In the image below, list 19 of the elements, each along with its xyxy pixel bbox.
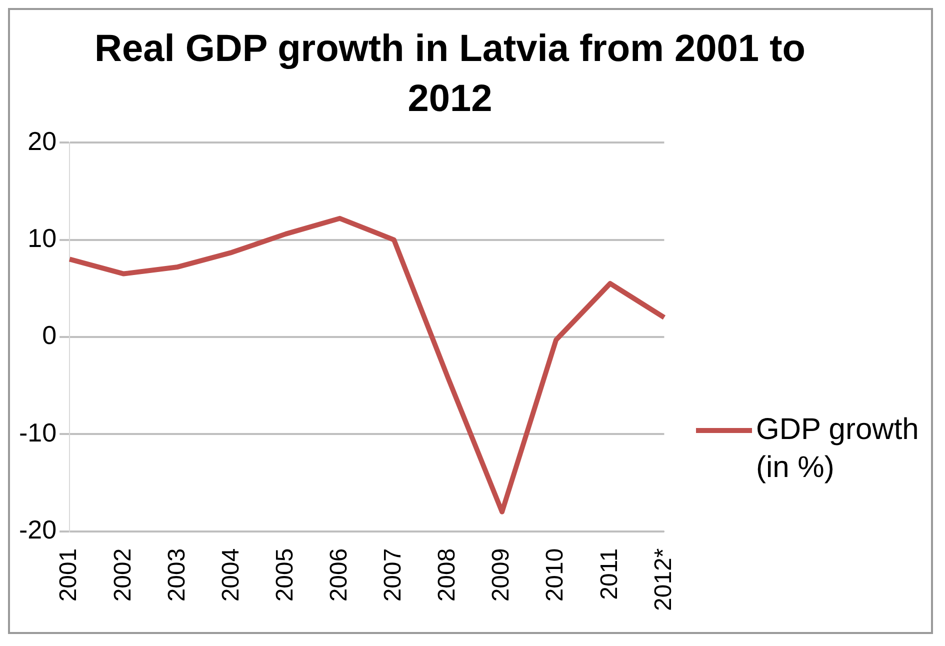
- y-tick-label: 10: [28, 222, 57, 253]
- x-tick-label: 2004: [217, 548, 244, 602]
- x-tick-label: 2003: [163, 548, 190, 602]
- y-tick-label: 0: [42, 320, 57, 350]
- y-tick-label: 20: [28, 126, 57, 156]
- chart-title: Real GDP growth in Latvia from 2001 to 2012: [94, 27, 806, 122]
- x-tick-label: 2002: [109, 548, 136, 602]
- x-tick-label: 2010: [542, 548, 569, 602]
- y-tick-label: -10: [19, 417, 57, 448]
- x-tick-label: 2001: [55, 548, 82, 602]
- x-tick-label: 2006: [325, 548, 352, 602]
- x-tick-label: 2008: [434, 548, 461, 602]
- x-tick-label: 2007: [380, 548, 407, 602]
- x-tick-label: 2005: [271, 548, 298, 602]
- x-tick-label: 2011: [596, 548, 623, 600]
- x-tick-label: 2009: [488, 548, 515, 602]
- y-tick-label: -20: [19, 514, 57, 544]
- x-tick-label: 2012*: [650, 548, 677, 612]
- legend-label: GDP growth (in %): [756, 412, 920, 486]
